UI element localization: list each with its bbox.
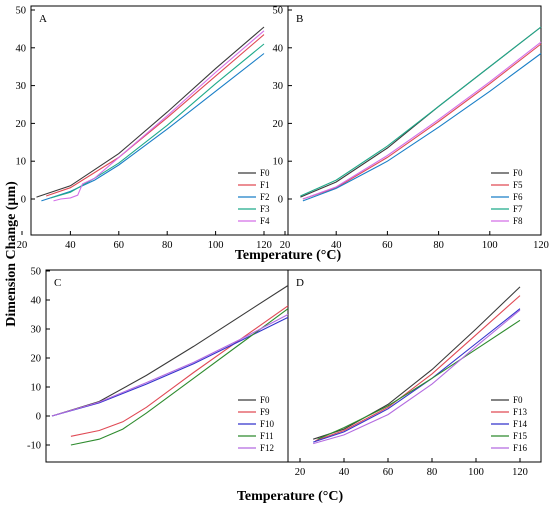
- x-tick-label: 100: [208, 240, 224, 251]
- series-line-f9: [70, 305, 289, 437]
- panel-frame-c: [45, 269, 289, 463]
- series-line-f3: [50, 43, 265, 199]
- panel-label-a: A: [39, 13, 47, 25]
- series-line-f0: [300, 26, 542, 198]
- panel-frame-b: [287, 5, 542, 236]
- y-tick-label: -10: [27, 441, 41, 452]
- panel-label-c: C: [54, 277, 61, 289]
- y-tick-label: 30: [31, 325, 42, 336]
- series-line-f8: [302, 41, 542, 200]
- y-tick-label: 20: [16, 119, 27, 130]
- y-tick-label: 40: [273, 43, 284, 54]
- y-tick-label: 50: [16, 6, 27, 17]
- x-tick-label: 80: [427, 467, 438, 478]
- series-line-f16: [313, 309, 521, 445]
- legend-label-f6: F6: [513, 192, 523, 202]
- legend-label-f3: F3: [260, 204, 270, 214]
- x-tick-label: 20: [280, 240, 291, 251]
- x-tick-label: 80: [162, 240, 173, 251]
- series-line-f0: [313, 286, 521, 440]
- legend-label-f9: F9: [260, 407, 270, 417]
- y-tick-label: 10: [16, 157, 27, 168]
- x-tick-label: 20: [17, 240, 28, 251]
- panel-label-d: D: [296, 277, 304, 289]
- legend-label-f10: F10: [260, 419, 275, 429]
- y-tick-label: 50: [273, 6, 284, 17]
- x-tick-label: 60: [383, 467, 394, 478]
- y-tick-label: 0: [36, 412, 41, 423]
- panel-frames: [21, 5, 542, 463]
- y-tick-label: 20: [273, 119, 284, 130]
- legend-label-f0: F0: [260, 168, 270, 178]
- series-lines: [36, 26, 542, 446]
- series-line-f15: [317, 319, 521, 440]
- y-tick-label: 0: [278, 195, 283, 206]
- series-line-f13: [315, 295, 521, 442]
- legend-label-f11: F11: [260, 431, 274, 441]
- panel-frame-d: [287, 269, 542, 463]
- series-line-f5: [302, 43, 542, 200]
- x-tick-label: 80: [433, 240, 444, 251]
- x-axis-title: Temperature (°C): [235, 248, 342, 263]
- legend-label-f5: F5: [513, 180, 523, 190]
- series-line-f12: [51, 314, 289, 417]
- x-tick-label: 120: [512, 467, 528, 478]
- legend-label-f13: F13: [513, 407, 528, 417]
- legend-label-f2: F2: [260, 192, 270, 202]
- x-tick-label: 60: [382, 240, 393, 251]
- legend-label-f12: F12: [260, 443, 274, 453]
- legend-label-f4: F4: [260, 216, 270, 226]
- y-tick-label: 40: [31, 296, 42, 307]
- y-tick-label: 0: [21, 195, 26, 206]
- legend-label-f8: F8: [513, 216, 523, 226]
- series-line-f6: [302, 53, 542, 202]
- y-tick-label: 50: [31, 267, 42, 278]
- x-tick-label: 120: [256, 240, 272, 251]
- legend-label-f7: F7: [513, 204, 523, 214]
- x-tick-label: 40: [65, 240, 76, 251]
- series-line-f10: [51, 316, 289, 417]
- y-tick-label: 10: [31, 383, 42, 394]
- x-axis-title: Temperature (°C): [237, 489, 344, 504]
- legend-label-f15: F15: [513, 431, 528, 441]
- series-line-f7: [300, 26, 542, 197]
- series-line-f4: [53, 30, 265, 202]
- legend-label-f0: F0: [513, 395, 523, 405]
- y-tick-label: 40: [16, 43, 27, 54]
- x-tick-label: 40: [331, 240, 342, 251]
- y-tick-label: 20: [31, 354, 42, 365]
- x-tick-label: 100: [482, 240, 498, 251]
- x-tick-label: 60: [114, 240, 125, 251]
- x-tick-label: 100: [468, 467, 484, 478]
- series-line-f0: [36, 26, 265, 198]
- panel-label-b: B: [296, 13, 303, 25]
- series-line-f14: [313, 308, 521, 443]
- series-line-f2: [41, 53, 265, 202]
- x-tick-label: 120: [533, 240, 549, 251]
- y-axis-title: Dimension Change (μm): [4, 181, 19, 327]
- series-line-f0: [51, 285, 289, 417]
- x-tick-label: 40: [339, 467, 350, 478]
- series-line-f1: [46, 34, 265, 197]
- legends: F0 F1 F2 F3 F4 F0 F5 F6 F7 F8 F0 F9 F10 F11 F12 F0 F13 F1…: [238, 168, 528, 453]
- series-line-f11: [70, 308, 289, 446]
- legend-label-f16: F16: [513, 443, 528, 453]
- legend-label-f0: F0: [260, 395, 270, 405]
- panel-frame-a: [30, 5, 289, 236]
- legend-label-f0: F0: [513, 168, 523, 178]
- y-tick-label: 10: [273, 157, 284, 168]
- legend-label-f14: F14: [513, 419, 528, 429]
- x-tick-label: 20: [295, 467, 306, 478]
- legend-label-f1: F1: [260, 180, 270, 190]
- y-tick-label: 30: [16, 81, 27, 92]
- y-tick-label: 30: [273, 81, 284, 92]
